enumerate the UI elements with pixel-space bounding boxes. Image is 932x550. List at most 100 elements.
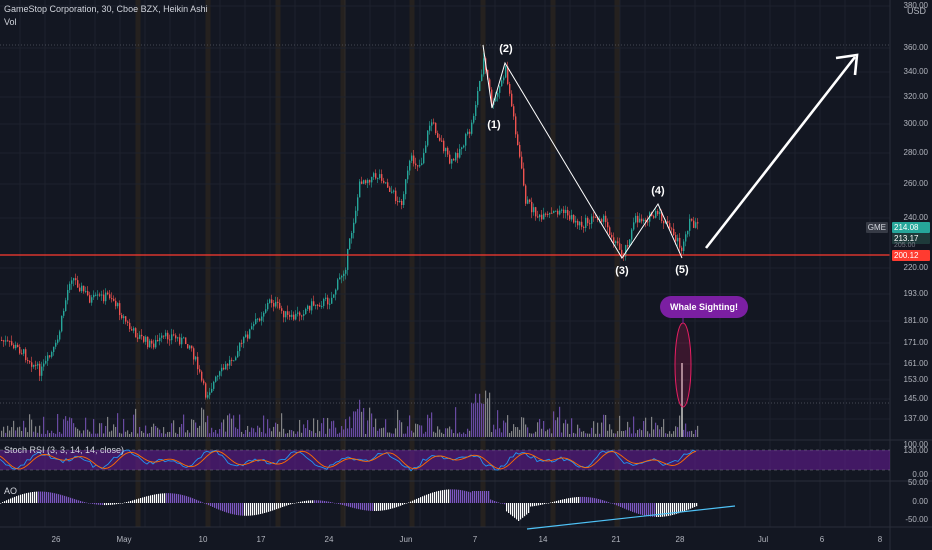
volume-bar [473,403,475,437]
volume-bar [379,428,381,437]
volume-bar [609,424,611,437]
volume-bar [363,408,365,437]
ao-bar [196,499,198,503]
price-tick: 145.00 [903,394,928,403]
wave-label-2: (2) [499,43,513,55]
candle-body [561,209,563,211]
ao-bar [626,503,628,510]
time-tick: May [116,535,132,544]
volume-bar [225,431,227,437]
candle-body [187,344,189,349]
ao-bar [610,502,612,504]
candle-body [405,179,407,195]
ao-bar [574,497,576,503]
volume-bar [327,417,329,437]
volume-bar [597,422,599,437]
candle-body [125,316,127,322]
candle-body [221,367,223,372]
volume-bar [73,423,75,437]
candle-body [245,334,247,338]
volume-bar [443,433,445,437]
volume-bar [55,433,57,437]
ao-bar [156,494,158,503]
ao-bar [258,503,260,515]
ao-bar [678,503,680,514]
candle-body [21,353,23,355]
candle-body [287,311,289,315]
ao-bar [314,500,316,503]
candle-body [677,237,679,242]
volume-bar [167,432,169,437]
volume-bar [301,432,303,437]
volume-bar [631,433,633,437]
stoch-d-line [0,450,697,470]
ao-tick-0: 0.00 [912,497,928,506]
ao-bar [438,490,440,503]
ao-bar [236,503,238,515]
candle-body [5,340,7,342]
volume-bar [457,433,459,437]
ao-bar [300,501,302,503]
ao-bar [290,503,292,505]
candle-body [257,318,259,320]
candle-body [165,332,167,337]
ao-bar [182,495,184,503]
volume-bar [253,428,255,437]
candle-body [669,223,671,229]
ao-bar [648,503,650,517]
ao-bar [176,493,178,503]
volume-bar [659,429,661,437]
volume-bar [399,420,401,437]
ao-bar [404,503,406,505]
candle-body [411,155,413,161]
candle-body [11,341,13,345]
volume-bar [619,415,621,437]
candle-body [303,314,305,316]
ao-bar [618,503,620,507]
volume-bar [537,422,539,437]
volume-bar [21,430,23,437]
candle-body [571,215,573,220]
candle-body [227,364,229,366]
candle-body [613,237,615,244]
candle-body [63,311,65,316]
ao-bar [318,500,320,503]
candle-body [67,289,69,301]
candle-body [539,214,541,218]
ao-bar [432,492,434,503]
ao-bar [524,503,526,517]
candle-body [465,134,467,146]
candle-body [233,360,235,362]
volume-bar [9,430,11,437]
volume-bar [47,430,49,437]
ao-bar [270,503,272,512]
ao-bar [674,503,676,515]
candle-body [503,77,505,81]
ao-bar [334,502,336,504]
candle-body [475,104,477,116]
ao-bar [108,503,110,506]
volume-bar [235,427,237,437]
candle-body [453,159,455,161]
candle-body [685,234,687,242]
candle-body [69,283,71,290]
candle-body [151,340,153,344]
volume-bar [625,430,627,437]
ao-bar [232,503,234,515]
candle-body [373,173,375,177]
ao-bar [490,499,492,503]
candle-body [417,165,419,167]
candle-body [489,79,491,90]
stoch-tick-100: 100.00 [903,440,928,449]
ao-bar [142,497,144,503]
ao-bar [160,493,162,503]
candle-body [695,222,697,228]
candle-body [545,213,547,215]
ao-bar [468,491,470,503]
ao-bar [670,503,672,516]
ao-bar [634,503,636,513]
ao-bar [392,503,394,509]
volume-bar [99,423,101,437]
ao-bar [568,498,570,503]
